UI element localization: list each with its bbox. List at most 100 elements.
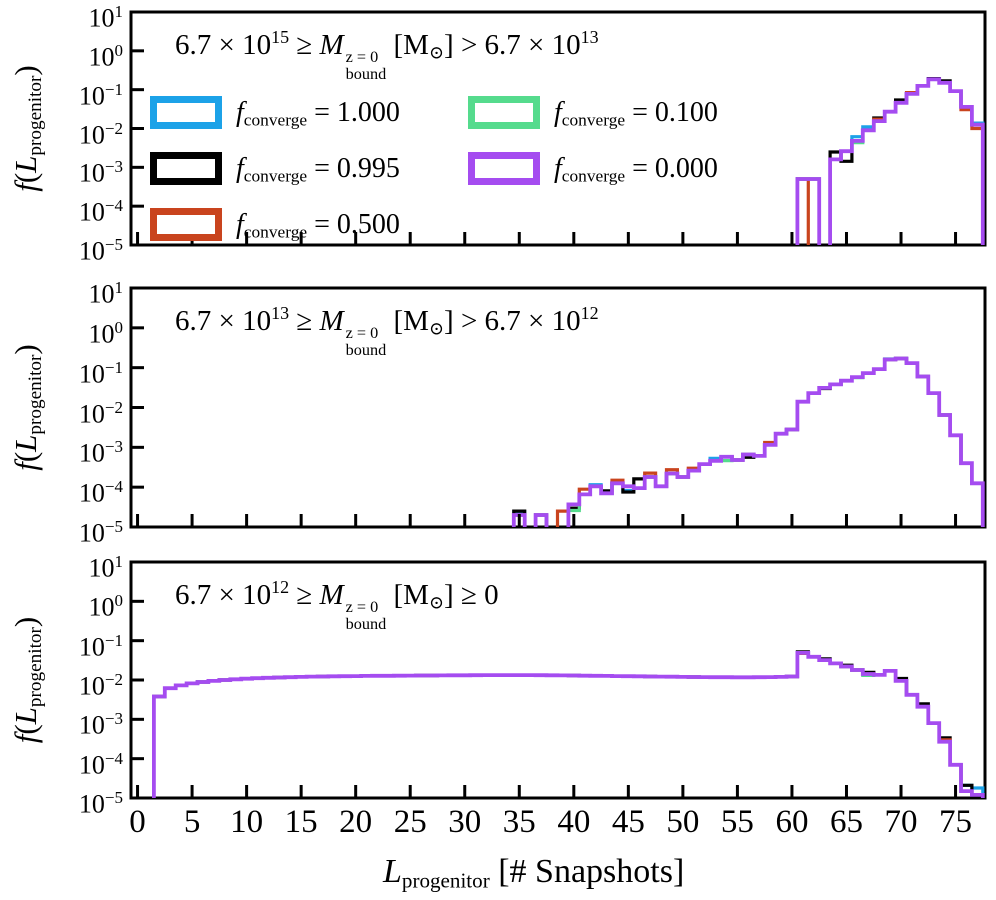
math-token: ) xyxy=(8,65,43,76)
math-token: 13 xyxy=(580,27,599,47)
math-token: f xyxy=(8,462,43,471)
x-tick-label: 10 xyxy=(230,804,264,840)
y-tick-exponent: 0 xyxy=(114,591,124,611)
y-tick-exponent: −2 xyxy=(104,670,123,689)
y-tick-exponent: 1 xyxy=(114,552,124,571)
math-token: ( xyxy=(8,724,43,735)
y-tick-label: 101 xyxy=(37,0,124,34)
math-token: ( xyxy=(8,451,43,463)
y-tick-label: 100 xyxy=(37,585,124,623)
y-tick-exponent: −3 xyxy=(104,709,123,729)
legend-label-4: fconverge = 0.000 xyxy=(554,152,718,193)
legend-text-part: f xyxy=(236,97,244,128)
y-tick-label: 10−2 xyxy=(37,113,123,151)
x-tick-label: 70 xyxy=(884,804,918,840)
y-tick-label: 10−5 xyxy=(37,229,123,267)
legend-label-0: fconverge = 1.000 xyxy=(236,96,400,137)
x-tick-label: 5 xyxy=(183,804,201,840)
y-axis-label: f(Lprogenitor) xyxy=(8,562,47,798)
y-tick-base: 10 xyxy=(88,3,115,33)
math-token: 13 xyxy=(271,303,290,323)
legend-swatch-0 xyxy=(150,96,222,129)
y-tick-exponent: 0 xyxy=(114,317,124,337)
series-line-0.000 xyxy=(152,651,985,798)
y-tick-base: 10 xyxy=(78,359,105,388)
y-tick-label: 10−1 xyxy=(37,74,123,112)
math-token: progenitor xyxy=(24,354,46,435)
x-tick-label: 15 xyxy=(284,804,318,840)
math-token: ] > 6.7 × 10 xyxy=(444,29,581,62)
y-tick-exponent: 1 xyxy=(114,278,124,297)
math-token: ) xyxy=(8,344,43,355)
math-token: [M xyxy=(386,29,429,62)
math-token: [M xyxy=(386,579,429,612)
y-tick-base: 10 xyxy=(78,158,105,188)
y-tick-base: 10 xyxy=(78,789,105,819)
math-token: ≥ xyxy=(289,29,320,62)
math-token: 6.7 × 10 xyxy=(175,579,272,612)
math-token: progenitor xyxy=(401,868,490,893)
legend-text-part: converge xyxy=(243,222,308,242)
math-token: M xyxy=(319,305,344,338)
math-token: L xyxy=(8,707,43,725)
legend-swatch-3 xyxy=(468,96,540,129)
y-tick-base: 10 xyxy=(78,236,105,266)
y-tick-label: 100 xyxy=(37,35,124,73)
math-token: z = 0 bound xyxy=(345,598,387,634)
y-tick-label: 10−4 xyxy=(37,743,123,781)
y-tick-exponent: −5 xyxy=(104,788,123,807)
y-tick-exponent: −2 xyxy=(104,397,123,417)
y-tick-exponent: 0 xyxy=(114,40,124,60)
math-token: ) xyxy=(8,616,43,628)
legend-text-part: f xyxy=(554,153,562,184)
y-tick-base: 10 xyxy=(78,750,105,779)
y-axis-label: f(Lprogenitor) xyxy=(8,12,47,245)
math-token: M xyxy=(319,579,344,612)
panel-middle-intermediate-mass-series-group xyxy=(511,356,985,527)
legend-label-2: fconverge = 0.500 xyxy=(236,208,400,249)
math-token: M xyxy=(319,29,344,62)
series-line-0.000 xyxy=(795,77,985,245)
y-tick-exponent: −3 xyxy=(104,437,123,457)
y-tick-base: 10 xyxy=(78,710,105,740)
x-tick-label: 65 xyxy=(829,804,863,840)
y-tick-label: 10−3 xyxy=(37,151,123,189)
legend-text-part: f xyxy=(236,209,244,240)
x-tick-label: 35 xyxy=(502,804,536,840)
y-tick-exponent: −5 xyxy=(104,517,123,536)
x-tick-label: 20 xyxy=(339,804,373,840)
y-tick-exponent: −1 xyxy=(104,79,123,99)
x-tick-label: 30 xyxy=(448,804,482,840)
math-token: 15 xyxy=(271,27,290,47)
x-axis-label: Lprogenitor [# Snapshots] xyxy=(383,853,684,893)
y-tick-label: 101 xyxy=(37,272,124,310)
y-tick-base: 10 xyxy=(78,119,105,149)
legend-text-part: = 1.000 xyxy=(307,97,400,128)
math-token: 6.7 × 10 xyxy=(175,305,272,338)
math-token: 6.7 × 10 xyxy=(175,29,272,62)
y-tick-label: 10−1 xyxy=(37,352,123,390)
panel-top-high-mass-series-group xyxy=(795,77,985,245)
y-tick-base: 10 xyxy=(78,478,105,508)
legend-text-part: = 0.995 xyxy=(307,153,400,184)
math-token: f xyxy=(8,183,43,192)
y-tick-label: 10−4 xyxy=(37,190,123,228)
y-tick-exponent: −2 xyxy=(104,118,123,138)
y-tick-base: 10 xyxy=(78,197,105,227)
math-token: ≥ xyxy=(289,579,320,612)
legend-text-part: converge xyxy=(561,166,626,186)
math-token: progenitor xyxy=(24,627,46,708)
math-token: z = 0 bound xyxy=(345,48,387,84)
legend-label-3: fconverge = 0.100 xyxy=(554,96,718,137)
legend-swatch-1 xyxy=(150,152,222,185)
math-token: z = 0 bound xyxy=(345,324,387,360)
legend-text-part: = 0.000 xyxy=(625,153,718,184)
y-tick-base: 10 xyxy=(88,279,115,309)
y-tick-exponent: −3 xyxy=(104,157,123,177)
legend-label-1: fconverge = 0.995 xyxy=(236,152,400,193)
x-tick-label: 40 xyxy=(557,804,591,840)
y-tick-exponent: −5 xyxy=(104,235,123,254)
